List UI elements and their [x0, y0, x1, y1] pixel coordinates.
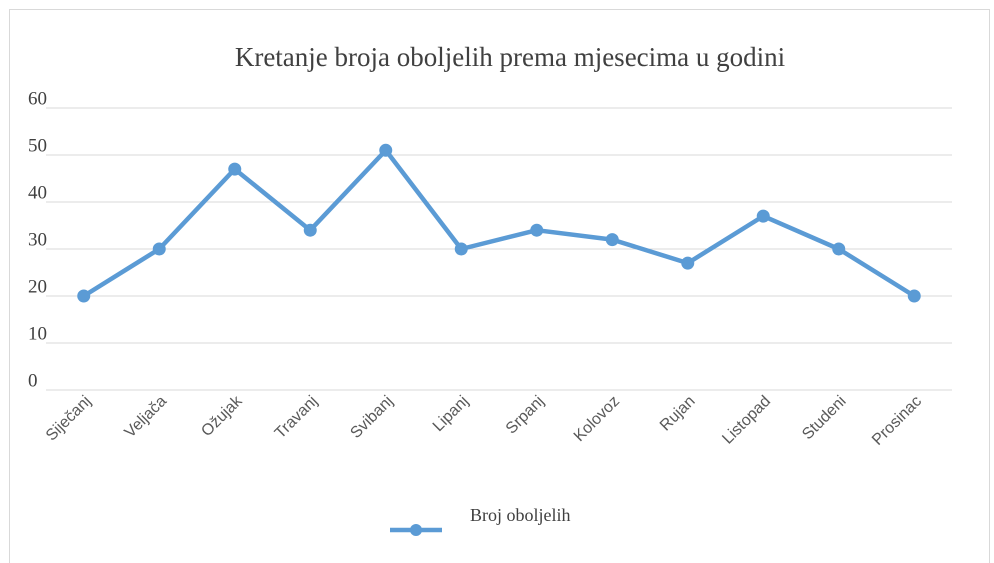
marker	[681, 256, 695, 270]
marker	[303, 223, 317, 237]
y-tick-label: 10	[28, 323, 47, 344]
y-tick-label: 40	[28, 182, 47, 203]
y-tick-label: 20	[28, 276, 47, 297]
marker	[228, 162, 242, 176]
line	[82, 148, 916, 298]
marker	[530, 223, 544, 237]
chart-border	[9, 9, 990, 563]
y-tick-label: 50	[28, 135, 47, 156]
marker	[907, 289, 921, 303]
legend-marker	[410, 524, 422, 536]
marker	[832, 242, 846, 256]
y-tick-label: 0	[28, 370, 38, 391]
marker	[152, 242, 166, 256]
marker	[756, 209, 770, 223]
marker	[379, 143, 393, 157]
marker	[454, 242, 468, 256]
y-tick-label: 60	[28, 88, 47, 109]
chart-title: Kretanje broja oboljelih prema mjesecima…	[235, 42, 785, 72]
marker	[605, 233, 619, 247]
marker	[77, 289, 91, 303]
y-tick-label: 30	[28, 229, 47, 250]
legend-label: Broj oboljelih	[470, 505, 571, 525]
